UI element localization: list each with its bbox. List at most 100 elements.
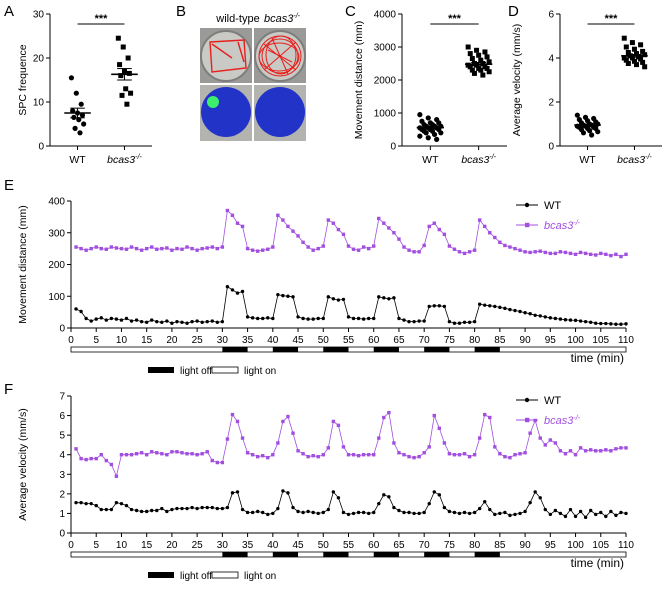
series-point-mutant [543,250,547,255]
series-point-wt [94,317,98,321]
series-point-mutant [180,247,184,251]
x-tick-label: 20 [166,540,178,551]
series-point-wt [286,491,290,495]
series-point-wt [619,510,623,515]
y-axis-label: Movement distance (mm) [17,205,29,323]
series-point-mutant [266,247,270,251]
series-point-wt [467,320,472,324]
x-axis-label: time (min) [571,351,624,365]
series-point-wt [185,321,189,325]
series-point-mutant [124,247,129,251]
series-point-wt [518,511,522,516]
series-point-mutant [594,449,598,453]
series-point-wt [180,320,184,324]
series-point-mutant [311,453,315,458]
series-point-mutant [624,446,628,450]
series-point-mutant [518,452,522,456]
series-point-mutant [533,250,537,254]
series-point-mutant [84,248,88,252]
series-point-wt [235,291,240,295]
legend-series-name: WT [544,200,561,212]
series-point-mutant [599,251,603,256]
x-tick-label: 35 [242,540,254,551]
series-point-mutant [341,445,346,449]
series-point-mutant [372,453,376,457]
series-point-wt [225,505,230,510]
series-point-mutant [331,419,336,424]
series-point-wt [513,308,517,313]
series-point-mutant [281,419,285,424]
series-point-mutant [447,452,452,456]
series-point-wt [503,510,507,515]
series-point-wt [452,321,457,325]
series-point-wt [271,511,275,516]
series-point-wt [442,505,447,510]
series-point-mutant [548,438,553,442]
series-point-wt [543,315,547,319]
series-point-wt [240,289,245,294]
series-point-wt [427,304,431,309]
x-tick-label: 105 [592,540,609,551]
significance-stars: *** [605,13,619,25]
x-tick-label: 5 [93,335,99,346]
series-point-wt [583,515,588,520]
x-tick-label: 75 [444,335,456,346]
y-tick-label: 30 [33,10,45,21]
series-point-mutant [528,250,532,255]
series-point-wt [250,316,255,320]
series-point-wt [417,511,421,516]
series-point-wt [326,507,331,512]
data-point-mutant [476,52,482,58]
series-point-mutant [402,245,406,249]
x-tick-label: 70 [419,540,431,551]
series-point-wt [503,306,507,311]
series-point-mutant [588,448,593,452]
series-point-mutant [578,446,583,450]
series-point-wt [377,501,381,506]
series-point-wt [437,493,442,497]
light-off-segment [222,552,248,557]
data-point-mutant [123,86,129,92]
series-point-wt [599,510,603,515]
series-point-mutant [104,247,109,251]
series-point-wt [528,312,532,316]
series-point-wt [447,319,452,324]
x-tick-label: 25 [192,540,204,551]
y-tick-label: 2000 [374,76,397,87]
series-point-mutant [316,454,320,459]
series-point-mutant [220,245,225,249]
data-point-mutant [486,69,492,75]
series-point-mutant [573,252,578,257]
light-off-segment [272,552,299,557]
series-point-mutant [351,453,356,457]
series-point-wt [139,319,144,324]
data-point-wt [72,125,78,131]
series-point-wt [573,318,578,323]
series-point-mutant [261,453,265,458]
series-line-wt [76,490,627,518]
x-tick-label: 65 [393,335,405,346]
data-point-wt [78,101,84,107]
series-point-mutant [104,458,109,463]
series-point-wt [498,511,502,516]
series-point-wt [609,509,613,514]
data-point-wt [425,135,431,141]
data-point-mutant [478,57,484,63]
series-point-wt [165,319,169,323]
series-point-wt [281,293,285,298]
panel-letter-c: C [345,3,356,20]
series-point-wt [89,501,93,506]
series-point-wt [261,510,265,515]
series-point-mutant [356,248,361,252]
series-point-wt [553,316,558,321]
y-tick-label: 6 [548,10,554,21]
series-point-mutant [170,248,174,252]
series-point-wt [604,514,608,519]
series-point-wt [483,303,487,307]
y-tick-label: 0 [390,142,396,153]
y-tick-label: 300 [48,228,65,239]
series-point-wt [311,317,315,321]
data-point-mutant [623,44,629,50]
data-point-mutant [638,42,644,48]
